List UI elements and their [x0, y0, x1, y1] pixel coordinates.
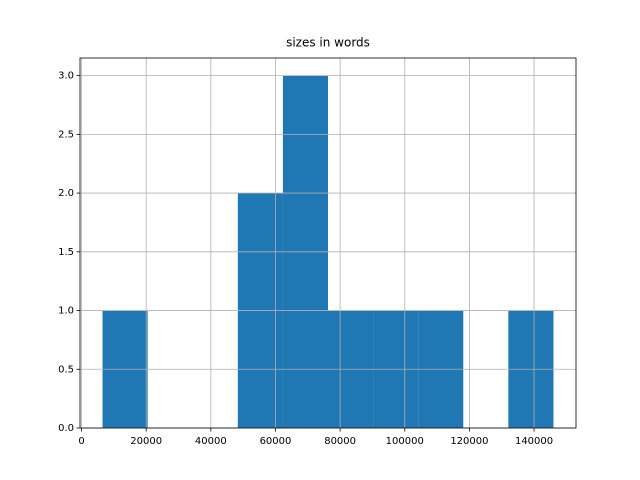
- y-tick-label: 0.5: [58, 364, 74, 375]
- y-tick-label: 2.5: [58, 129, 74, 140]
- x-tick-label: 60000: [260, 436, 292, 447]
- y-tick-label: 3.0: [58, 71, 74, 82]
- y-tick-label: 0.0: [58, 423, 74, 434]
- x-tick-label: 120000: [450, 436, 488, 447]
- y-tick-label: 1.0: [58, 306, 74, 317]
- chart-title: sizes in words: [286, 36, 370, 50]
- x-tick-label: 80000: [324, 436, 356, 447]
- x-tick-label: 20000: [130, 436, 162, 447]
- x-tick-label: 40000: [195, 436, 227, 447]
- y-tick-label: 2.0: [58, 188, 74, 199]
- x-tick-label: 0: [78, 436, 84, 447]
- y-tick-label: 1.5: [58, 247, 74, 258]
- x-tick-label: 100000: [386, 436, 424, 447]
- x-tick-label: 140000: [515, 436, 553, 447]
- plot-frame: [79, 57, 577, 429]
